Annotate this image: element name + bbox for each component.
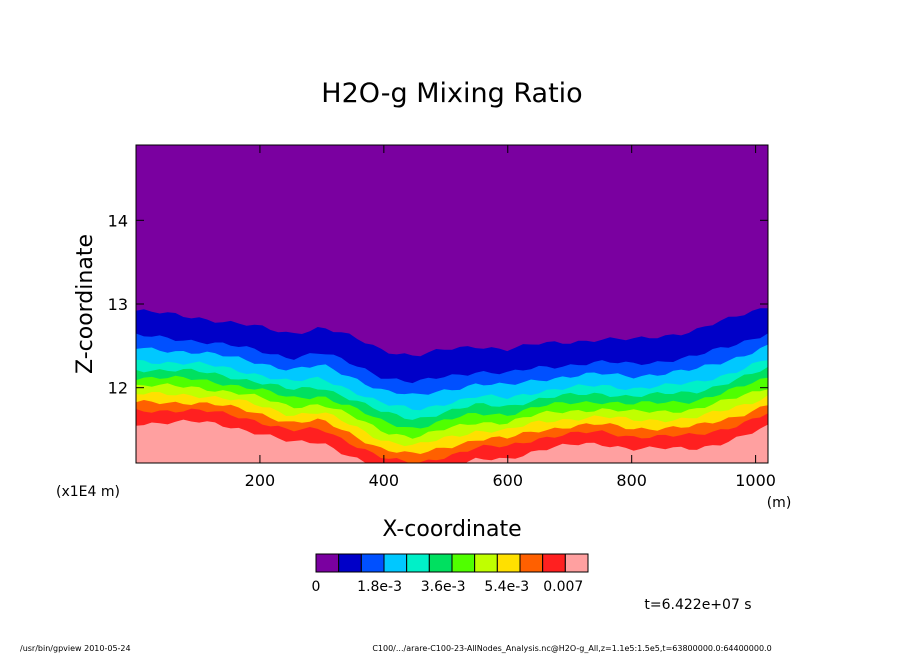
colorbar-swatch <box>338 553 362 573</box>
time-annotation: t=6.422e+07 s <box>644 597 751 613</box>
colorbar-swatch <box>315 553 340 573</box>
colorbar-swatch <box>519 553 544 573</box>
colorbar-tick-label: 5.4e-3 <box>484 579 529 595</box>
colorbar-swatch <box>360 553 385 573</box>
footer-source: C100/.../arare-C100-23-AllNodes_Analysis… <box>372 644 771 653</box>
colorbar-swatch <box>496 553 521 573</box>
colorbar-tick-label: 3.6e-3 <box>421 579 466 595</box>
chart-title: H2O-g Mixing Ratio <box>321 78 582 109</box>
contour-bands <box>136 145 768 463</box>
colorbar-labels: 0 1.8e-3 3.6e-3 5.4e-3 0.007 <box>312 579 584 595</box>
colorbar <box>315 553 589 573</box>
x-tick-label: 1000 <box>735 471 776 490</box>
x-axis: 200 400 600 800 1000 <box>245 145 776 490</box>
y-axis: 12 13 14 <box>108 211 768 398</box>
plot-area <box>135 144 769 464</box>
colorbar-tick-label: 1.8e-3 <box>357 579 402 595</box>
x-tick-label: 800 <box>616 471 647 490</box>
band-11 <box>136 419 768 463</box>
colorbar-swatch <box>564 553 589 573</box>
x-tick-label: 600 <box>492 471 523 490</box>
x-unit-label: (m) <box>767 495 792 511</box>
colorbar-swatch <box>428 553 453 573</box>
x-tick-label: 400 <box>369 471 400 490</box>
y-axis-label: Z-coordinate <box>73 234 98 374</box>
colorbar-swatch <box>451 553 476 573</box>
colorbar-swatch <box>542 553 566 573</box>
y-tick-label: 13 <box>108 295 128 314</box>
y-tick-label: 12 <box>108 379 128 398</box>
footer-program: /usr/bin/gpview 2010-05-24 <box>20 644 131 653</box>
colorbar-swatch <box>406 553 430 573</box>
colorbar-swatch <box>383 553 408 573</box>
y-unit-label: (x1E4 m) <box>56 484 120 500</box>
x-axis-label: X-coordinate <box>382 517 521 542</box>
x-tick-label: 200 <box>245 471 276 490</box>
colorbar-tick-label: 0.007 <box>543 579 583 595</box>
y-tick-label: 14 <box>108 211 128 230</box>
colorbar-tick-label: 0 <box>312 579 321 595</box>
colorbar-swatch <box>474 553 498 573</box>
